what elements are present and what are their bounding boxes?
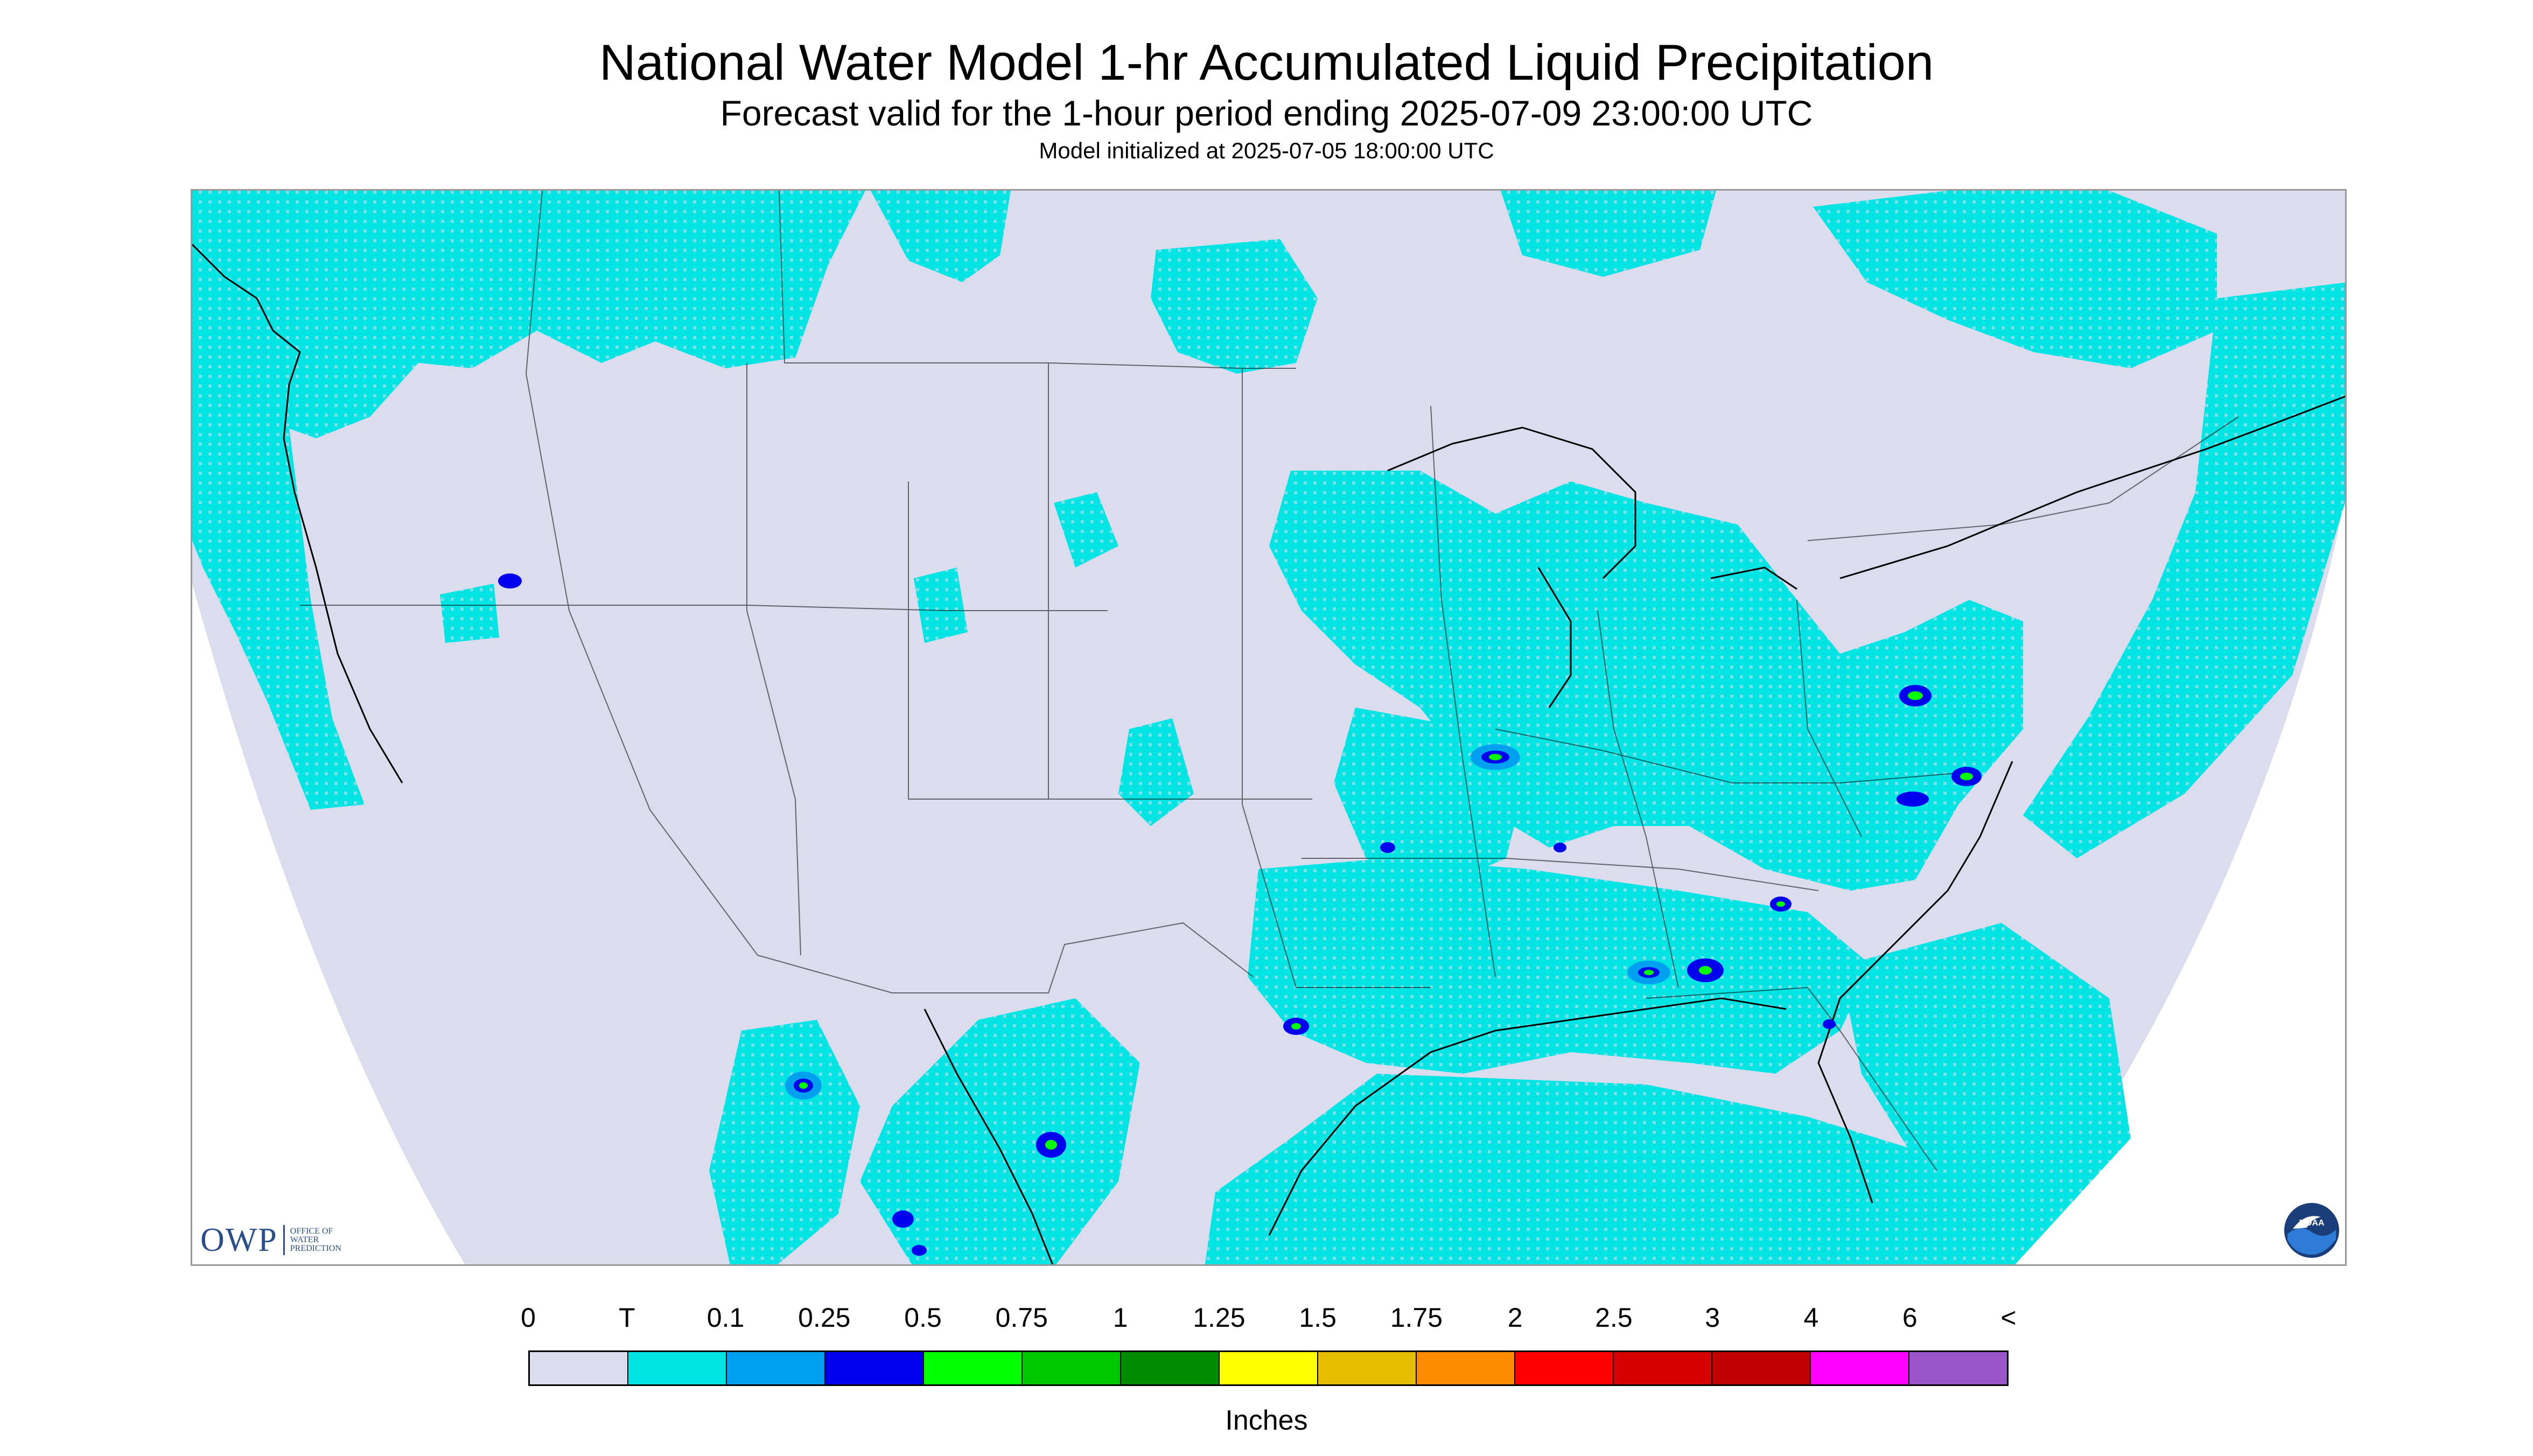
legend-tick-labels: 0 T 0.1 0.25 0.5 0.75 1 1.25 1.5 1.75 2 2.5 3 4 6 < [0, 1302, 2533, 1340]
legend-tick-label: T [618, 1303, 635, 1333]
precipitation-map[interactable] [191, 189, 2347, 1266]
owp-sub-line-3: PREDICTION [290, 1244, 341, 1253]
heavy-precip-cells [498, 573, 1982, 1256]
owp-logo: OWP OFFICE OF WATER PREDICTION [200, 1221, 341, 1259]
legend-tick-label: 2.5 [1595, 1303, 1633, 1333]
legend-swatch [727, 1352, 825, 1384]
legend-swatch [1614, 1352, 1712, 1384]
owp-sub-line-1: OFFICE OF [290, 1227, 333, 1236]
legend-tick-label: 1.25 [1193, 1303, 1245, 1333]
legend-tick-label: 0.1 [706, 1303, 745, 1333]
noaa-seal-icon: NOAA [2284, 1203, 2339, 1258]
legend-swatch [1220, 1352, 1318, 1384]
legend-swatch [1909, 1352, 2007, 1384]
legend-tick-label: 1 [1112, 1303, 1128, 1333]
legend-tick-label: 3 [1705, 1303, 1720, 1333]
legend-swatch [825, 1352, 924, 1384]
model-init-note: Model initialized at 2025-07-05 18:00:00… [1039, 138, 1494, 163]
owp-logo-divider [283, 1225, 285, 1255]
legend-tick-label: 0.25 [798, 1303, 851, 1333]
legend-tick-label: 1.75 [1390, 1303, 1443, 1333]
legend-units-label: Inches [1225, 1405, 1308, 1436]
legend-tick-label: 0.5 [904, 1303, 942, 1333]
coastlines [192, 243, 2345, 1264]
map-canvas [192, 191, 2345, 1264]
legend-swatch [530, 1352, 628, 1384]
legend-colorbar [528, 1350, 2009, 1386]
legend-swatch [1023, 1352, 1121, 1384]
legend-tick-label: 1.5 [1299, 1303, 1337, 1333]
legend-tick-label: 2 [1507, 1303, 1523, 1333]
legend-tick-label: < [2000, 1303, 2017, 1333]
legend-swatch [1712, 1352, 1811, 1384]
legend-swatch [1121, 1352, 1220, 1384]
legend-tick-label: 0 [521, 1303, 536, 1333]
legend-swatch [924, 1352, 1023, 1384]
legend-swatch [1417, 1352, 1515, 1384]
legend-swatch [628, 1352, 727, 1384]
legend-tick-label: 0.75 [995, 1303, 1048, 1333]
legend-tick-label: 6 [1902, 1303, 1918, 1333]
legend-swatch [1318, 1352, 1417, 1384]
owp-logo-subtitle: OFFICE OF WATER PREDICTION [290, 1227, 341, 1253]
legend-swatch [1515, 1352, 1614, 1384]
owp-sub-line-2: WATER [290, 1235, 319, 1244]
legend-swatch [1811, 1352, 1909, 1384]
noaa-logo-text: NOAA [2299, 1219, 2325, 1228]
legend-tick-label: 4 [1803, 1303, 1819, 1333]
map-title: National Water Model 1-hr Accumulated Li… [599, 34, 1934, 90]
owp-logo-text: OWP [200, 1221, 278, 1258]
map-subtitle: Forecast valid for the 1-hour period end… [720, 93, 1813, 133]
